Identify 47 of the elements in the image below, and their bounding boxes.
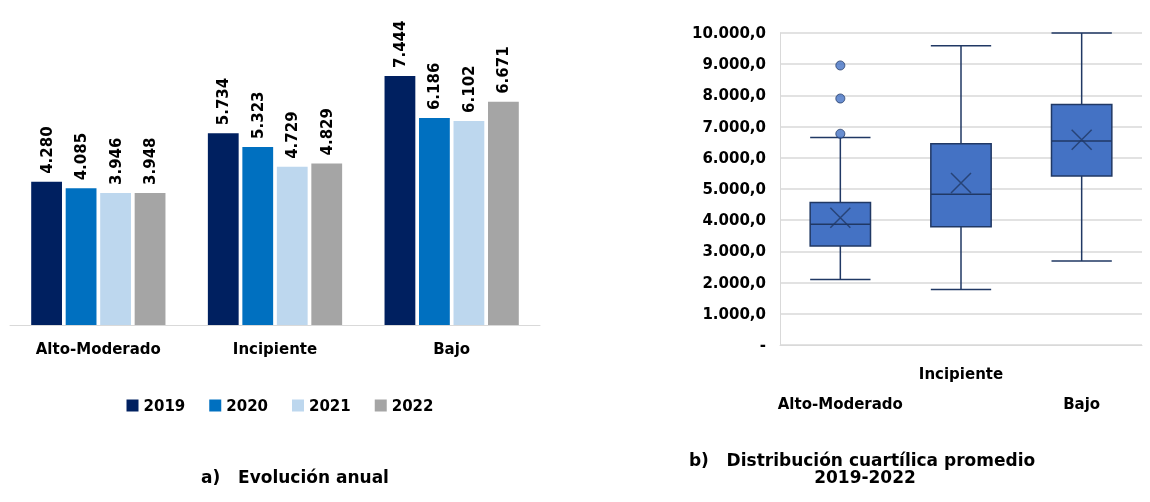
- data-label: 6.671: [494, 46, 513, 94]
- legend-label: 2022: [391, 396, 434, 415]
- y-tick-label: -: [759, 336, 766, 354]
- text: a) Evolución anual: [201, 466, 389, 487]
- x-tick-label: Bajo: [433, 339, 471, 358]
- bar: [207, 133, 239, 325]
- bar: [242, 146, 274, 325]
- data-label: 4.085: [72, 132, 91, 181]
- data-label: 6.102: [459, 65, 478, 113]
- bar: [311, 163, 343, 325]
- y-tick-label: 4.000,0: [702, 211, 766, 230]
- bar: [31, 181, 62, 325]
- legend-label: 2019: [143, 396, 186, 415]
- bar: [419, 118, 450, 325]
- data-label: 3.948: [141, 137, 160, 185]
- x-tick-label: Incipiente: [918, 365, 1004, 383]
- y-tick-label: 8.000,0: [702, 86, 766, 105]
- y-tick-label: 3.000,0: [702, 242, 766, 261]
- bar: [134, 192, 166, 325]
- x-tick-label: Alto-Moderado: [777, 395, 903, 413]
- data-label: 5.323: [248, 91, 267, 139]
- data-label: 4.729: [283, 111, 302, 159]
- y-tick-label: 1.000,0: [702, 304, 766, 323]
- bar: [488, 101, 519, 325]
- data-label: 3.946: [106, 137, 125, 186]
- bar: [453, 120, 485, 325]
- y-tick-label: 6.000,0: [702, 148, 766, 167]
- data-label: 4.280: [37, 126, 56, 174]
- x-tick-label: Bajo: [1063, 395, 1101, 413]
- bar: [65, 188, 97, 325]
- y-tick-label: 2.000,0: [702, 273, 766, 292]
- y-tick-label: 7.000,0: [702, 117, 766, 136]
- bar: [100, 193, 131, 325]
- data-label: 6.186: [425, 62, 444, 111]
- data-label: 7.444: [390, 20, 409, 68]
- bar: [384, 76, 416, 325]
- legend-label: 2021: [309, 396, 351, 415]
- bar: [276, 166, 308, 325]
- data-label: 4.829: [317, 108, 336, 156]
- text: b) Distribución cuartílica promedio 2019-2022: [688, 449, 1042, 487]
- y-tick-label: 5.000,0: [702, 180, 766, 198]
- y-tick-label: 10.000,0: [691, 24, 766, 42]
- legend-label: 2020: [226, 396, 268, 415]
- x-tick-label: Incipiente: [232, 339, 318, 358]
- x-tick-label: Alto-Moderado: [35, 339, 161, 358]
- data-label: 5.734: [214, 77, 233, 126]
- y-tick-label: 9.000,0: [702, 55, 766, 74]
